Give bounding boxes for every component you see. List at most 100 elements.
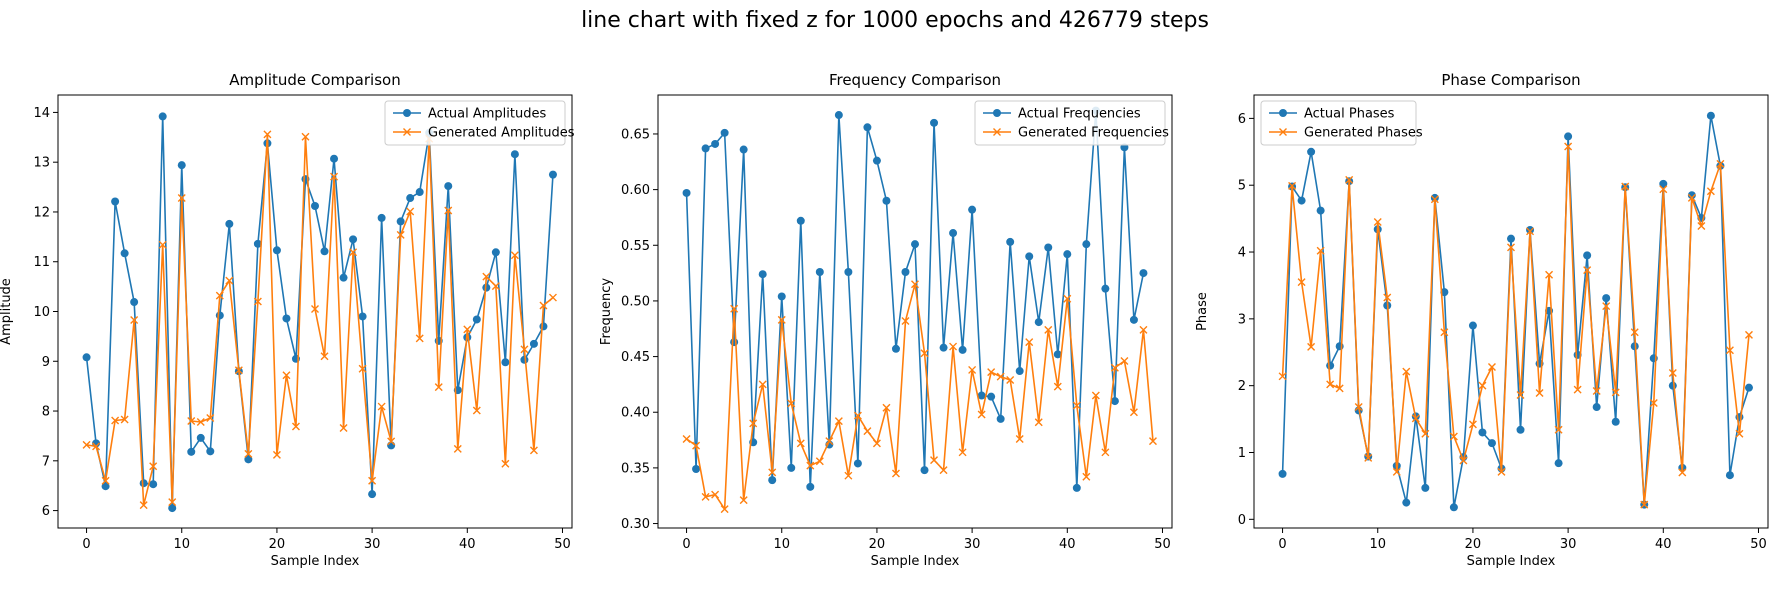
data-point: [168, 504, 177, 513]
data-point: [101, 476, 110, 485]
data-point: [882, 196, 891, 205]
data-point: [387, 441, 396, 450]
data-point: [282, 371, 291, 380]
x-tick-label: 0: [82, 537, 90, 552]
data-point: [1507, 243, 1515, 252]
x-tick-label: 0: [1278, 537, 1286, 552]
data-point: [330, 154, 339, 163]
data-point: [1101, 284, 1110, 293]
data-point: [1687, 193, 1696, 202]
data-point: [1307, 342, 1316, 351]
data-point: [1383, 293, 1392, 302]
data-point: [444, 182, 453, 191]
data-point: [1468, 420, 1477, 429]
legend-marker: [403, 128, 411, 136]
data-point: [320, 247, 329, 256]
series-generated: [82, 130, 557, 510]
data-point: [1706, 111, 1715, 120]
data-point: [206, 414, 215, 423]
data-point: [1516, 391, 1525, 400]
data-point: [720, 128, 729, 137]
legend-label: Actual Amplitudes: [428, 107, 546, 122]
data-point: [244, 455, 253, 464]
data-point: [215, 311, 224, 320]
data-point: [1583, 266, 1592, 275]
data-point: [930, 456, 939, 465]
data-point: [692, 441, 701, 450]
x-tick-label: 40: [459, 537, 476, 552]
data-point: [930, 118, 939, 127]
x-tick-label: 50: [1154, 537, 1171, 552]
data-point: [920, 349, 929, 358]
y-tick-label: 11: [33, 255, 50, 270]
data-point: [82, 353, 91, 362]
data-point: [825, 437, 834, 446]
data-point: [701, 492, 710, 501]
data-point: [358, 312, 367, 321]
data-point: [510, 251, 519, 260]
y-tick-label: 8: [42, 405, 50, 420]
data-point: [472, 315, 481, 324]
x-axis-label: Sample Index: [1467, 554, 1556, 569]
x-tick-label: 50: [1750, 537, 1767, 552]
data-point: [1516, 425, 1525, 434]
data-point: [1053, 350, 1062, 359]
data-point: [1044, 325, 1053, 334]
data-point: [1402, 498, 1411, 507]
series-line: [685, 109, 1145, 489]
data-point: [453, 444, 462, 453]
data-point: [187, 416, 196, 425]
y-tick-label: 13: [33, 156, 50, 171]
data-point: [1139, 269, 1148, 278]
data-point: [1449, 432, 1458, 441]
data-point: [1034, 418, 1043, 427]
data-point: [1487, 439, 1496, 448]
data-point: [158, 112, 167, 121]
data-point: [806, 482, 815, 491]
data-point: [311, 305, 319, 314]
data-point: [968, 365, 977, 374]
data-point: [1110, 363, 1119, 372]
legend-label: Actual Frequencies: [1018, 107, 1141, 122]
data-point: [720, 505, 729, 514]
axes-frame: [57, 94, 573, 529]
data-point: [1015, 434, 1024, 443]
plot-area: [682, 106, 1157, 514]
data-point: [834, 111, 843, 120]
legend-marker: [1279, 109, 1287, 117]
data-point: [291, 422, 300, 431]
data-point: [1411, 414, 1420, 423]
data-point: [1120, 357, 1129, 366]
data-point: [1326, 361, 1335, 370]
data-point: [1063, 294, 1072, 303]
y-tick-label: 6: [42, 504, 50, 519]
data-point: [529, 339, 538, 348]
data-point: [272, 450, 281, 459]
data-point: [539, 322, 548, 331]
data-point: [701, 144, 710, 153]
data-point: [482, 272, 491, 281]
data-point: [1602, 302, 1611, 311]
data-point: [548, 293, 557, 302]
data-point: [339, 423, 348, 432]
data-point: [1345, 175, 1354, 184]
y-tick-label: 2: [1238, 379, 1246, 394]
data-point: [1364, 453, 1373, 462]
data-point: [1129, 315, 1138, 324]
data-point: [939, 343, 948, 352]
data-point: [1554, 459, 1563, 468]
x-tick-label: 10: [1369, 537, 1386, 552]
data-point: [958, 345, 967, 354]
data-point: [844, 471, 853, 480]
data-point: [253, 239, 262, 248]
data-point: [396, 230, 405, 239]
data-point: [339, 273, 348, 282]
data-point: [358, 364, 367, 373]
data-point: [806, 461, 815, 470]
data-point: [120, 415, 129, 424]
data-point: [282, 314, 291, 323]
data-point: [1440, 328, 1449, 337]
data-point: [1497, 467, 1506, 476]
data-point: [139, 479, 148, 488]
